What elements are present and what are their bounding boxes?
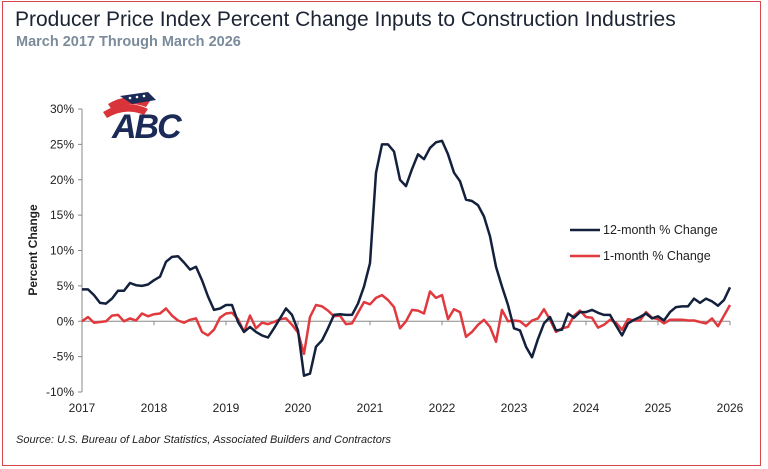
x-tick-label: 2024 (573, 401, 600, 415)
series-line-1-month (81, 290, 732, 356)
x-tick-label: 2025 (645, 401, 672, 415)
chart-title: Producer Price Index Percent Change Inpu… (15, 8, 676, 31)
image-frame (2, 1, 761, 466)
y-tick-label: 30% (50, 102, 74, 116)
y-tick-label: -10% (46, 385, 74, 399)
x-tick-label: 2019 (213, 401, 240, 415)
legend: 12-month % Change 1-month % Change (570, 223, 718, 263)
y-tick-label: 15% (50, 208, 74, 222)
y-tick-label: 20% (50, 173, 74, 187)
x-tick-label: 2017 (69, 401, 96, 415)
x-tick-label: 2023 (501, 401, 528, 415)
y-tick-label: -5% (53, 350, 75, 364)
source-note: Source: U.S. Bureau of Labor Statistics,… (16, 434, 391, 446)
legend-label-12-month: 12-month % Change (603, 223, 718, 237)
legend-label-1-month: 1-month % Change (603, 249, 711, 263)
series-line-12-month (82, 139, 732, 377)
x-tick-label: 2021 (357, 401, 384, 415)
y-tick-label: 0% (57, 314, 75, 328)
y-tick-label: 25% (50, 137, 74, 151)
y-tick-label: 10% (50, 244, 74, 258)
svg-text:ABC: ABC (111, 108, 182, 146)
y-tick-label: 5% (57, 279, 75, 293)
x-tick-label: 2022 (429, 401, 456, 415)
x-tick-label: 2018 (141, 401, 168, 415)
x-tick-label: 2020 (285, 401, 312, 415)
y-axis-label: Percent Change (26, 204, 40, 296)
x-tick-label: 2026 (717, 401, 744, 415)
abc-logo: ABC (103, 92, 184, 146)
chart-subtitle: March 2017 Through March 2026 (16, 34, 241, 50)
